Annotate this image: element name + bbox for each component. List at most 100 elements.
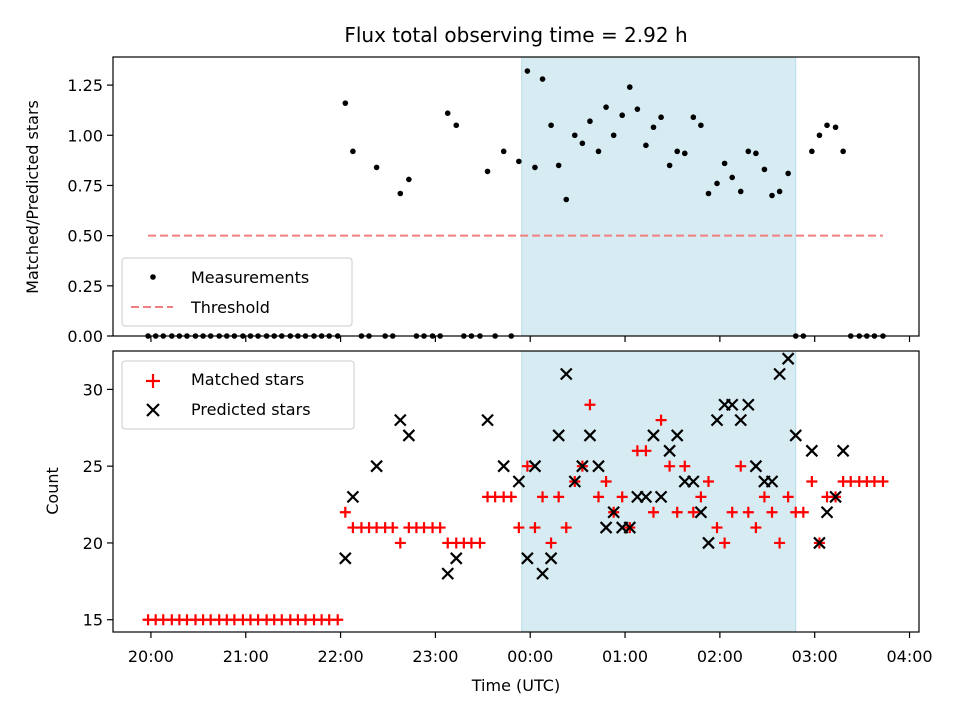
bottom-y-tick-label: 30: [83, 380, 103, 399]
predicted-star-point: [670, 429, 684, 442]
measurement-point: [840, 148, 846, 155]
measurement-point: [532, 164, 538, 171]
matched-star-point: [664, 460, 676, 472]
bottom-y-tick-label: 20: [83, 534, 103, 553]
matched-star-point: [592, 491, 604, 503]
predicted-star-point: [339, 552, 352, 565]
predicted-star-point: [687, 475, 700, 488]
predicted-star-point: [583, 429, 597, 442]
predicted-star-point: [805, 444, 819, 458]
measurement-point: [595, 148, 602, 155]
measurement-point: [674, 148, 680, 155]
bottom-observing-window-span: [521, 350, 797, 633]
top-y-axis-label: Matched/Predicted stars: [23, 100, 42, 294]
matched-star-point: [560, 522, 572, 534]
measurement-point: [729, 174, 735, 181]
measurement-point: [626, 84, 633, 90]
top-y-axis-ticks: 0.00 0.25 0.50 0.75 1.00 1.25: [67, 76, 113, 346]
predicted-star-point: [512, 475, 526, 488]
bottom-y-tick-label: 25: [83, 457, 103, 476]
matched-star-point: [339, 506, 351, 518]
measurement-point: [500, 148, 507, 155]
measurement-point: [745, 148, 752, 155]
matched-star-point: [702, 476, 714, 488]
predicted-star-point: [441, 567, 455, 580]
matched-star-point: [806, 476, 818, 488]
legend-label-matched-stars: Matched stars: [191, 370, 304, 389]
measurement-point: [587, 118, 593, 125]
predicted-star-point: [568, 475, 582, 488]
predicted-star-point: [663, 444, 676, 458]
bottom-plot-frame: [112, 350, 920, 633]
top-plot-frame: [112, 56, 920, 337]
top-y-tick-label: 0.75: [67, 176, 103, 195]
measurement-point: [397, 190, 404, 197]
measurement-point: [579, 140, 586, 147]
matched-star-point: [797, 506, 809, 518]
legend-label-predicted-stars: Predicted stars: [191, 400, 311, 419]
measurement-point: [524, 68, 531, 74]
matched-star-point: [750, 522, 762, 534]
measurement-point: [705, 190, 712, 197]
matched-star-point: [695, 491, 707, 503]
measurement-point: [690, 114, 697, 121]
measurement-point: [603, 104, 609, 110]
matched-star-point: [742, 506, 754, 518]
matched-star-point: [387, 522, 399, 534]
top-x-axis-ticks: [150, 336, 911, 342]
measurement-point: [610, 132, 617, 139]
x-tick-label: 22:00: [318, 647, 364, 666]
measurement-point: [816, 132, 823, 139]
bottom-y-tick-label: 15: [83, 611, 103, 630]
predicted-star-point: [749, 459, 763, 473]
matched-star-point: [679, 460, 691, 472]
measurement-point: [516, 158, 522, 165]
bottom-legend-box: [121, 360, 355, 430]
measurement-point: [785, 170, 791, 177]
measurement-point: [350, 148, 356, 155]
top-y-tick-label: 1.25: [67, 76, 103, 95]
bottom-panel: 15 20 25 30 20:00 21:00 22:00 23:00 00:00 01:00 0…: [43, 350, 933, 695]
top-y-tick-label: 0.25: [67, 277, 103, 296]
predicted-star-point: [813, 536, 826, 550]
predicted-star-point: [702, 536, 715, 550]
predicted-star-point: [829, 490, 842, 504]
measurement-point: [761, 166, 768, 173]
legend-marker-predicted-stars: [146, 403, 160, 417]
legend-label-threshold: Threshold: [190, 298, 270, 317]
measurement-point: [650, 124, 657, 131]
predicted-star-point: [599, 521, 613, 534]
predicted-star-point: [592, 459, 605, 473]
chart-title: Flux total observing time = 2.92 h: [344, 23, 687, 47]
measurement-point: [681, 150, 688, 157]
predicted-star-point: [773, 367, 786, 381]
measurement-point: [373, 164, 380, 171]
measurement-point: [571, 132, 578, 139]
predicted-star-point: [710, 413, 724, 427]
matched-star-point: [553, 491, 565, 503]
measurement-point: [809, 148, 815, 155]
predicted-star-point: [576, 459, 589, 473]
x-tick-label: 03:00: [792, 647, 838, 666]
predicted-star-point: [370, 459, 383, 473]
measurement-point: [444, 110, 451, 117]
matched-star-point: [735, 460, 747, 472]
top-legend-box: [121, 257, 353, 327]
measurement-point: [539, 76, 546, 82]
measurement-point: [698, 122, 704, 129]
x-tick-label: 20:00: [128, 647, 174, 666]
measurement-point: [824, 122, 830, 129]
predicted-star-point: [836, 444, 850, 458]
matched-star-point: [537, 491, 549, 503]
matched-star-point: [505, 491, 517, 503]
x-axis-label: Time (UTC): [471, 676, 560, 695]
measurement-point: [658, 114, 664, 121]
matched-star-point: [671, 506, 683, 518]
top-y-tick-label: 1.00: [67, 126, 103, 145]
measurement-point: [832, 124, 839, 131]
matched-star-point: [766, 506, 778, 518]
x-tick-label: 00:00: [507, 647, 553, 666]
legend-marker-measurements: [150, 274, 156, 280]
matched-star-point: [529, 522, 541, 534]
